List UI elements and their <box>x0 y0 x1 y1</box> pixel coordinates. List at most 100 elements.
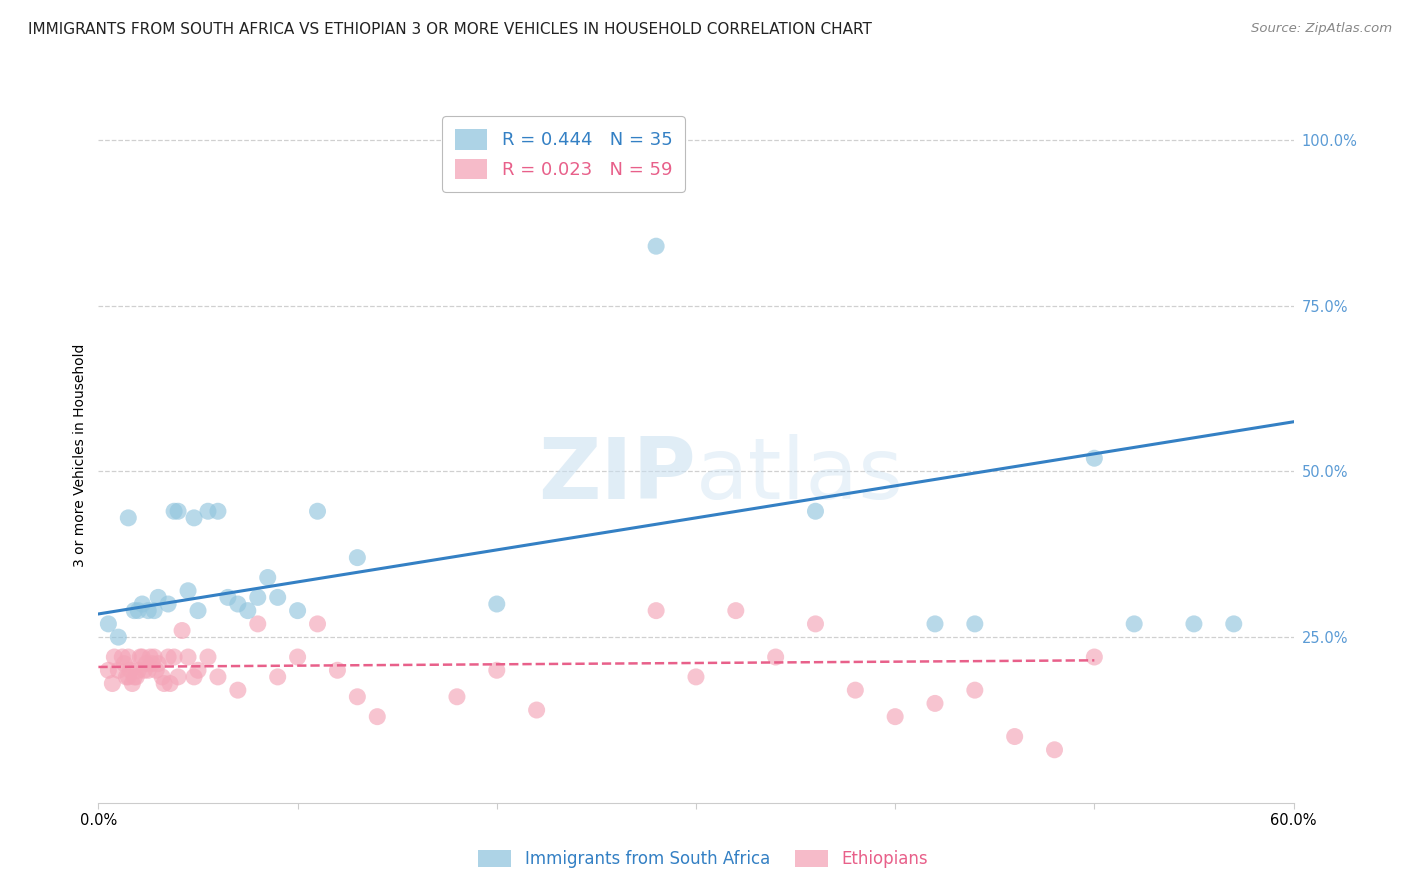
Point <box>183 670 205 684</box>
Text: atlas: atlas <box>696 434 904 517</box>
Point <box>107 663 129 677</box>
Point <box>177 650 200 665</box>
Point <box>163 650 186 665</box>
Point <box>685 670 707 684</box>
Point <box>103 650 125 665</box>
Point <box>207 670 229 684</box>
Text: Source: ZipAtlas.com: Source: ZipAtlas.com <box>1251 22 1392 36</box>
Point <box>307 616 329 631</box>
Y-axis label: 3 or more Vehicles in Household: 3 or more Vehicles in Household <box>73 343 87 566</box>
Point <box>124 670 146 684</box>
Legend: Immigrants from South Africa, Ethiopians: Immigrants from South Africa, Ethiopians <box>471 843 935 875</box>
Point <box>485 597 508 611</box>
Point <box>145 663 167 677</box>
Point <box>1083 650 1105 665</box>
Point <box>446 690 468 704</box>
Point <box>97 663 120 677</box>
Text: IMMIGRANTS FROM SOUTH AFRICA VS ETHIOPIAN 3 OR MORE VEHICLES IN HOUSEHOLD CORREL: IMMIGRANTS FROM SOUTH AFRICA VS ETHIOPIA… <box>28 22 872 37</box>
Point <box>136 604 159 618</box>
Point <box>167 504 190 518</box>
Point <box>117 650 139 665</box>
Point <box>127 604 149 618</box>
Point <box>246 591 269 605</box>
Point <box>112 657 135 671</box>
Point <box>111 650 134 665</box>
Point <box>143 650 166 665</box>
Point <box>157 650 180 665</box>
Point <box>136 663 159 677</box>
Point <box>124 604 146 618</box>
Point <box>177 583 200 598</box>
Point <box>163 504 186 518</box>
Point <box>256 570 278 584</box>
Point <box>236 604 259 618</box>
Point <box>153 676 176 690</box>
Point <box>366 709 388 723</box>
Point <box>963 616 986 631</box>
Point <box>172 624 194 638</box>
Point <box>187 604 209 618</box>
Point <box>844 683 866 698</box>
Point <box>120 663 142 677</box>
Point <box>924 616 946 631</box>
Point <box>346 550 368 565</box>
Point <box>141 657 163 671</box>
Point <box>307 504 329 518</box>
Point <box>107 630 129 644</box>
Point <box>287 650 309 665</box>
Point <box>115 670 138 684</box>
Point <box>526 703 548 717</box>
Point <box>724 604 747 618</box>
Point <box>924 697 946 711</box>
Point <box>97 616 120 631</box>
Point <box>197 650 219 665</box>
Point <box>326 663 349 677</box>
Point <box>167 670 190 684</box>
Text: ZIP: ZIP <box>538 434 696 517</box>
Point <box>267 670 290 684</box>
Point <box>131 597 153 611</box>
Point <box>246 616 269 631</box>
Point <box>143 604 166 618</box>
Point <box>804 616 827 631</box>
Point <box>157 597 180 611</box>
Point <box>187 663 209 677</box>
Point <box>485 663 508 677</box>
Point <box>287 604 309 618</box>
Point <box>346 690 368 704</box>
Point <box>765 650 787 665</box>
Point <box>127 663 149 677</box>
Point <box>101 676 124 690</box>
Point <box>148 591 170 605</box>
Point <box>645 604 668 618</box>
Point <box>159 676 181 690</box>
Point <box>125 670 148 684</box>
Point <box>1222 616 1246 631</box>
Point <box>117 670 139 684</box>
Point <box>1123 616 1146 631</box>
Point <box>645 239 668 253</box>
Point <box>226 597 249 611</box>
Point <box>150 670 173 684</box>
Point <box>135 657 157 671</box>
Point <box>1182 616 1205 631</box>
Legend: R = 0.444   N = 35, R = 0.023   N = 59: R = 0.444 N = 35, R = 0.023 N = 59 <box>441 116 685 192</box>
Point <box>267 591 290 605</box>
Point <box>131 650 153 665</box>
Point <box>1083 451 1105 466</box>
Point <box>1004 730 1026 744</box>
Point <box>804 504 827 518</box>
Point <box>134 663 156 677</box>
Point <box>207 504 229 518</box>
Point <box>963 683 986 698</box>
Point <box>197 504 219 518</box>
Point <box>121 676 143 690</box>
Point <box>139 650 162 665</box>
Point <box>129 650 152 665</box>
Point <box>1043 743 1066 757</box>
Point <box>183 511 205 525</box>
Point <box>148 657 170 671</box>
Point <box>217 591 239 605</box>
Point <box>226 683 249 698</box>
Point <box>117 511 139 525</box>
